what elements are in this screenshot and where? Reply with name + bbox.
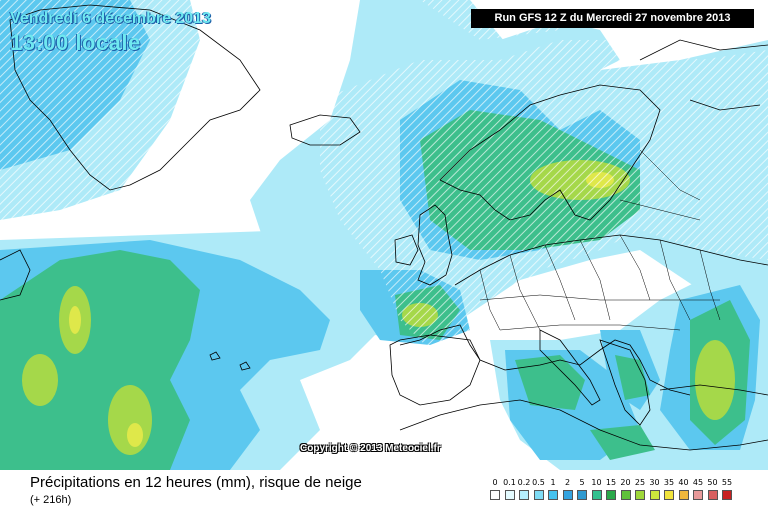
legend-swatch	[562, 490, 573, 500]
legend-swatch	[577, 490, 587, 500]
coastlines	[0, 4, 768, 451]
legend-swatch	[664, 490, 674, 500]
legend-label: 15	[605, 478, 617, 487]
map-footer: Précipitations en 12 heures (mm), risque…	[0, 470, 768, 512]
legend-swatch	[722, 490, 732, 500]
legend-label: 10	[591, 478, 602, 487]
legend-swatch	[678, 490, 689, 500]
legend-swatch	[533, 490, 544, 500]
precipitation-legend: 0 0.1 0.2 0.5 1 2 5 10 15 20 25 30 35 40 45 50 55	[490, 478, 740, 512]
legend-label: 50	[707, 478, 718, 487]
legend-label: 55	[721, 478, 733, 487]
legend-label: 0.1	[503, 478, 516, 487]
copyright-notice: Copyright © 2013 Meteociel.fr	[300, 443, 441, 454]
legend-swatch	[606, 490, 616, 500]
legend-label: 2	[564, 478, 571, 487]
legend-swatch	[635, 490, 645, 500]
legend-label: 1	[550, 478, 556, 487]
legend-label: 30	[649, 478, 660, 487]
legend-label: 0.5	[532, 478, 545, 487]
valid-date: Vendredi 6 décembre 2013	[10, 10, 211, 27]
map-canvas	[0, 0, 768, 470]
legend-label: 25	[634, 478, 646, 487]
legend-label: 0.2	[517, 478, 531, 487]
legend-label: 40	[678, 478, 689, 487]
legend-swatch	[620, 490, 631, 500]
legend-swatch	[504, 490, 515, 500]
legend-swatch	[591, 490, 602, 500]
legend-swatch	[707, 490, 718, 500]
precipitation-map	[0, 0, 768, 470]
legend-label: 20	[620, 478, 631, 487]
legend-label: 0	[492, 478, 498, 487]
map-title: Précipitations en 12 heures (mm), risque…	[30, 474, 362, 491]
model-run-label: Run GFS 12 Z du Mercredi 27 novembre 201…	[471, 9, 754, 28]
legend-swatch	[490, 490, 500, 500]
legend-label: 35	[663, 478, 675, 487]
legend-label: 5	[579, 478, 585, 487]
legend-swatch	[693, 490, 703, 500]
valid-time: 13:00 locale	[10, 30, 141, 55]
legend-swatch	[649, 490, 660, 500]
legend-label: 45	[692, 478, 704, 487]
country-borders	[479, 149, 721, 331]
forecast-lead-time: (+ 216h)	[30, 494, 72, 506]
legend-swatch	[519, 490, 529, 500]
legend-swatch	[548, 490, 558, 500]
